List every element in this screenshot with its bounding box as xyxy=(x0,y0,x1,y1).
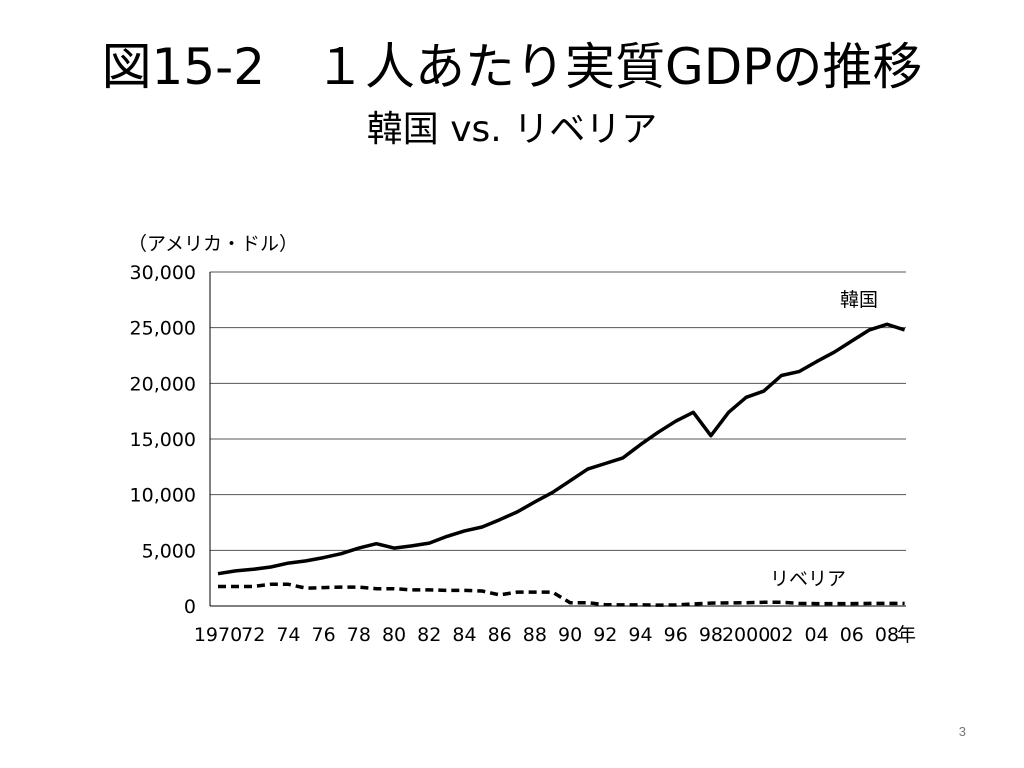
x-tick-label: 78 xyxy=(347,624,371,646)
x-tick-label: 84 xyxy=(452,624,476,646)
x-tick-label: 98 xyxy=(699,624,723,646)
y-tick-labels: 0 5,000 10,000 15,000 20,000 25,000 30,000 xyxy=(130,262,196,618)
x-tick-label: 2000 xyxy=(722,624,770,646)
x-tick-label: 08 xyxy=(875,624,899,646)
y-tick-label: 30,000 xyxy=(130,262,196,284)
grid-lines xyxy=(210,271,906,551)
x-tick-label: 06 xyxy=(840,624,864,646)
y-tick-label: 15,000 xyxy=(130,429,196,451)
y-unit-label: （アメリカ・ドル） xyxy=(128,233,298,255)
y-tick-label: 0 xyxy=(184,596,196,618)
y-tick-label: 20,000 xyxy=(130,373,196,395)
slide-subtitle: 韓国 vs. リベリア xyxy=(366,109,658,150)
x-suffix-label: 年 xyxy=(897,624,916,646)
x-tick-label: 90 xyxy=(558,624,582,646)
x-tick-label: 74 xyxy=(276,624,300,646)
x-tick-label: 1970 xyxy=(194,624,242,646)
series-line-liberia xyxy=(218,582,905,607)
x-tick-label: 72 xyxy=(241,624,265,646)
series-label-liberia: リベリア xyxy=(770,568,846,590)
slide-title: 図15-2 １人あたり実質GDPの推移 xyxy=(101,38,923,96)
series-line-korea xyxy=(217,322,906,576)
x-tick-label: 92 xyxy=(593,624,617,646)
x-tick-label: 02 xyxy=(769,624,793,646)
x-tick-label: 82 xyxy=(417,624,441,646)
y-tick-label: 25,000 xyxy=(130,318,196,340)
axes xyxy=(209,272,906,607)
x-tick-label: 76 xyxy=(312,624,336,646)
x-tick-label: 04 xyxy=(804,624,828,646)
x-tick-label: 80 xyxy=(382,624,406,646)
series-lines xyxy=(217,322,906,607)
page-number: 3 xyxy=(958,724,966,739)
x-tick-label: 88 xyxy=(523,624,547,646)
x-tick-label: 86 xyxy=(488,624,512,646)
y-tick-label: 5,000 xyxy=(142,540,196,562)
x-tick-label: 96 xyxy=(664,624,688,646)
y-tick-label: 10,000 xyxy=(130,485,196,507)
series-label-korea: 韓国 xyxy=(840,289,878,311)
x-tick-label: 94 xyxy=(628,624,652,646)
